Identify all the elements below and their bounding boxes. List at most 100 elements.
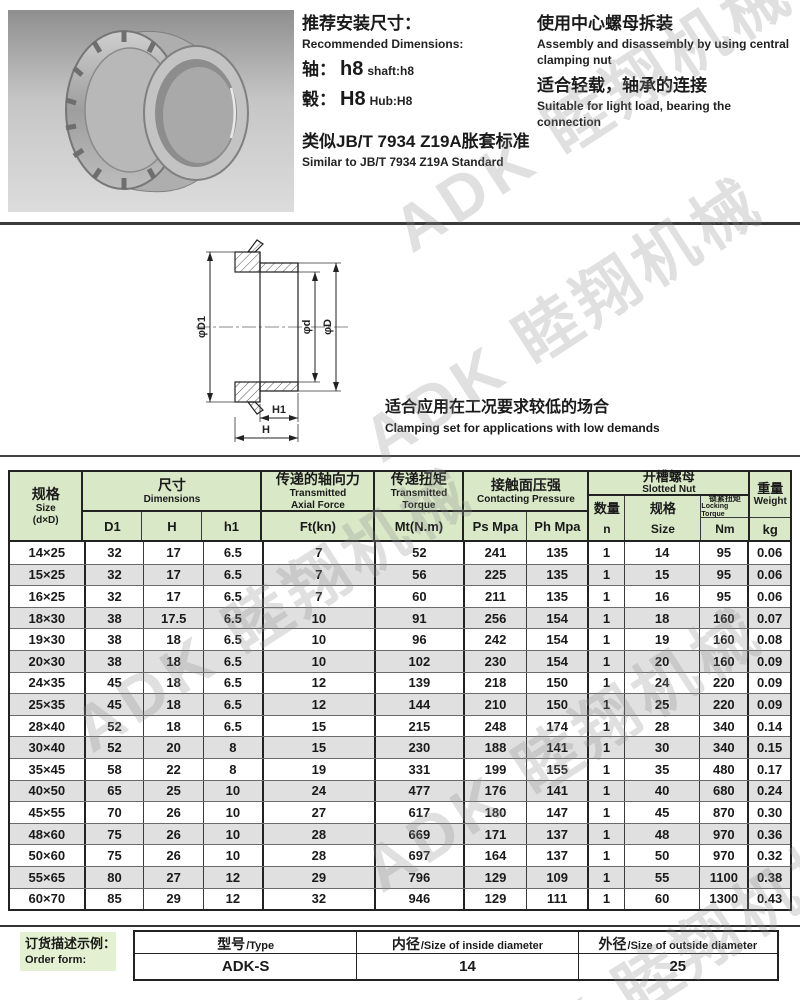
cell-nut_size: 14 xyxy=(625,542,701,564)
cell-h1: 10 xyxy=(204,802,264,823)
order-inside-zh: 内径 xyxy=(391,936,420,952)
cell-h1: 12 xyxy=(204,866,264,888)
cell-Ft_kn: 15 xyxy=(264,737,377,758)
cell-Ps_Mpa: 241 xyxy=(465,542,528,564)
header-nut-lock-col: 锁紧扭矩 Locking Torque Nm xyxy=(701,494,751,540)
table-row: 15×25 32 17 6.5 7 56 225 135 1 15 95 0.06 xyxy=(10,563,790,586)
cell-Ps_Mpa: 188 xyxy=(465,737,528,758)
cell-D1: 52 xyxy=(86,737,145,758)
cell-Ph_Mpa: 135 xyxy=(527,586,590,607)
cell-Ft_kn: 12 xyxy=(264,694,377,715)
cell-size: 20×30 xyxy=(10,650,86,672)
cell-H: 20 xyxy=(144,737,204,758)
header-pressure-group: 接触面压强 Contacting Pressure Ps Mpa Ph Mpa xyxy=(464,472,590,540)
cell-nut_size: 60 xyxy=(625,888,701,910)
order-type-en: /Type xyxy=(246,940,275,952)
order-outside-value: 25 xyxy=(669,958,687,975)
cell-n: 1 xyxy=(589,672,625,694)
cell-size: 16×25 xyxy=(10,586,86,607)
drawing-caption: 适合应用在工况要求较低的场合 Clamping set for applicat… xyxy=(385,396,745,436)
cell-Ph_Mpa: 135 xyxy=(527,542,590,564)
cell-locking_torque_Nm: 970 xyxy=(700,823,750,845)
cell-weight_kg: 0.24 xyxy=(756,783,783,799)
table-top-rule xyxy=(0,455,800,457)
order-type-header: 型号 /Type xyxy=(135,932,357,954)
shaft-fit-value: h8 xyxy=(340,58,364,80)
order-outside-header: 外径 /Size of outside diameter xyxy=(578,932,777,954)
cell-Mt_Nm: 669 xyxy=(376,823,465,845)
cell-h1: 8 xyxy=(204,737,264,758)
header-axial-zh: 传递的轴向力 xyxy=(275,470,360,487)
table-row: 20×30 38 18 6.5 10 102 230 154 1 20 160 0.09 xyxy=(10,649,790,672)
order-label-zh: 订货描述示例： xyxy=(25,936,117,951)
recommended-title-en: Recommended Dimensions: xyxy=(302,37,464,51)
cell-n: 1 xyxy=(589,586,625,607)
cell-H: 22 xyxy=(144,758,204,780)
cell-nut_size: 25 xyxy=(625,694,701,715)
order-top-rule xyxy=(0,925,800,927)
order-inside-value: 14 xyxy=(459,958,476,975)
header-nut-size-unit: Size xyxy=(650,522,675,536)
header-weight-group: 重量 Weight kg xyxy=(750,472,790,540)
cell-locking_torque_Nm: 95 xyxy=(700,586,750,607)
cell-h1: 6.5 xyxy=(204,629,264,650)
cell-nut_size: 16 xyxy=(625,586,701,607)
product-photo-image xyxy=(8,10,294,212)
standard-zh: 类似JB/T 7934 Z19A胀套标准 xyxy=(302,132,530,151)
cell-locking_torque_Nm: 160 xyxy=(700,629,750,650)
order-outside-en: /Size of outside diameter xyxy=(627,940,758,952)
table-row: 50×60 75 26 10 28 697 164 137 1 50 970 0.32 xyxy=(10,844,790,866)
cell-n: 1 xyxy=(589,737,625,758)
cell-Ps_Mpa: 225 xyxy=(465,564,528,586)
header-col-Ft: Ft(kn) xyxy=(262,512,376,540)
header-torque-group: 传递扭矩 Transmitted Torque Mt(N.m) xyxy=(375,471,465,540)
cell-locking_torque_Nm: 340 xyxy=(700,715,750,737)
cell-h1: 12 xyxy=(204,888,264,910)
cell-Mt_Nm: 946 xyxy=(376,888,465,910)
cell-n: 1 xyxy=(589,694,625,715)
usage-line2-en: Suitable for light load, bearing the con… xyxy=(537,99,732,129)
header-torque-en1: Transmitted xyxy=(390,487,448,499)
cell-size: 40×50 xyxy=(10,780,86,802)
cell-Ps_Mpa: 230 xyxy=(465,650,528,672)
cell-locking_torque_Nm: 95 xyxy=(700,564,750,586)
cell-h1: 6.5 xyxy=(204,672,264,694)
header-weight-unit: kg xyxy=(762,521,778,537)
cell-Ps_Mpa: 242 xyxy=(465,629,528,650)
cell-D1: 38 xyxy=(86,607,145,629)
cell-h1: 6.5 xyxy=(204,564,264,586)
header-axial-group: 传递的轴向力 Transmitted Axial Force Ft(kn) xyxy=(262,470,376,540)
header-torque-en2: Torque xyxy=(402,499,436,511)
table-row: 16×25 32 17 6.5 7 60 211 135 1 16 95 0.06 xyxy=(10,585,790,607)
cell-H: 26 xyxy=(144,845,204,866)
cell-Ps_Mpa: 199 xyxy=(465,758,528,780)
header-dimensions-group: 尺寸 Dimensions D1 H h1 xyxy=(83,472,263,540)
cell-n: 1 xyxy=(589,758,625,780)
cell-Ph_Mpa: 150 xyxy=(527,694,590,715)
product-photo xyxy=(8,10,294,212)
cell-nut_size: 40 xyxy=(625,780,701,802)
cell-Ph_Mpa: 154 xyxy=(527,650,590,672)
cell-Ph_Mpa: 141 xyxy=(527,780,590,802)
cell-weight_kg: 0.08 xyxy=(756,632,783,648)
cell-Ph_Mpa: 154 xyxy=(527,607,590,629)
cell-H: 17 xyxy=(144,542,204,564)
table-body: 14×25 32 17 6.5 7 52 241 135 1 14 95 0.06 15×25 32 17 6… xyxy=(10,542,790,910)
cell-H: 26 xyxy=(144,823,204,845)
cell-D1: 65 xyxy=(86,780,145,802)
header-col-Ph: Ph Mpa xyxy=(527,512,590,540)
cell-nut_size: 45 xyxy=(625,802,701,823)
cell-weight_kg: 0.06 xyxy=(756,545,783,561)
cell-locking_torque_Nm: 1300 xyxy=(700,888,750,910)
cell-D1: 32 xyxy=(86,586,145,607)
cell-nut_size: 48 xyxy=(625,823,701,845)
cell-weight_kg: 0.09 xyxy=(756,696,783,712)
cell-Ph_Mpa: 135 xyxy=(527,564,590,586)
table-row: 19×30 38 18 6.5 10 96 242 154 1 19 160 0.08 xyxy=(10,628,790,650)
header-size: 规格 Size (d×D) xyxy=(10,472,84,540)
cell-Ps_Mpa: 248 xyxy=(465,715,528,737)
header-col-D1: D1 xyxy=(83,512,143,540)
cell-Ps_Mpa: 211 xyxy=(465,586,528,607)
cell-size: 35×45 xyxy=(10,758,86,780)
cell-h1: 10 xyxy=(204,823,264,845)
